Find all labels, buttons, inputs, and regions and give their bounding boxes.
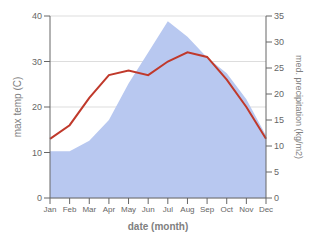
- svg-text:30: 30: [32, 57, 42, 67]
- svg-text:0: 0: [274, 193, 279, 203]
- svg-text:10: 10: [32, 148, 42, 158]
- svg-text:Oct: Oct: [221, 205, 234, 214]
- svg-text:May: May: [121, 205, 136, 214]
- svg-text:Mar: Mar: [82, 205, 96, 214]
- svg-text:Nov: Nov: [239, 205, 253, 214]
- svg-text:20: 20: [32, 102, 42, 112]
- svg-text:25: 25: [274, 63, 284, 73]
- svg-text:Dec: Dec: [259, 205, 273, 214]
- svg-text:med. precipitation (kg/m2): med. precipitation (kg/m2): [294, 55, 304, 159]
- svg-text:40: 40: [32, 11, 42, 21]
- svg-text:Sep: Sep: [200, 205, 215, 214]
- svg-text:date (month): date (month): [128, 221, 189, 232]
- svg-text:30: 30: [274, 37, 284, 47]
- svg-text:Jul: Jul: [163, 205, 173, 214]
- svg-text:Aug: Aug: [180, 205, 194, 214]
- svg-text:Jan: Jan: [44, 205, 57, 214]
- svg-text:0: 0: [37, 193, 42, 203]
- svg-text:Feb: Feb: [63, 205, 77, 214]
- svg-text:10: 10: [274, 141, 284, 151]
- svg-text:20: 20: [274, 89, 284, 99]
- svg-text:5: 5: [274, 167, 279, 177]
- svg-text:15: 15: [274, 115, 284, 125]
- svg-text:max temp (C): max temp (C): [12, 77, 23, 138]
- svg-text:Apr: Apr: [103, 205, 116, 214]
- svg-text:35: 35: [274, 11, 284, 21]
- svg-text:Jun: Jun: [142, 205, 155, 214]
